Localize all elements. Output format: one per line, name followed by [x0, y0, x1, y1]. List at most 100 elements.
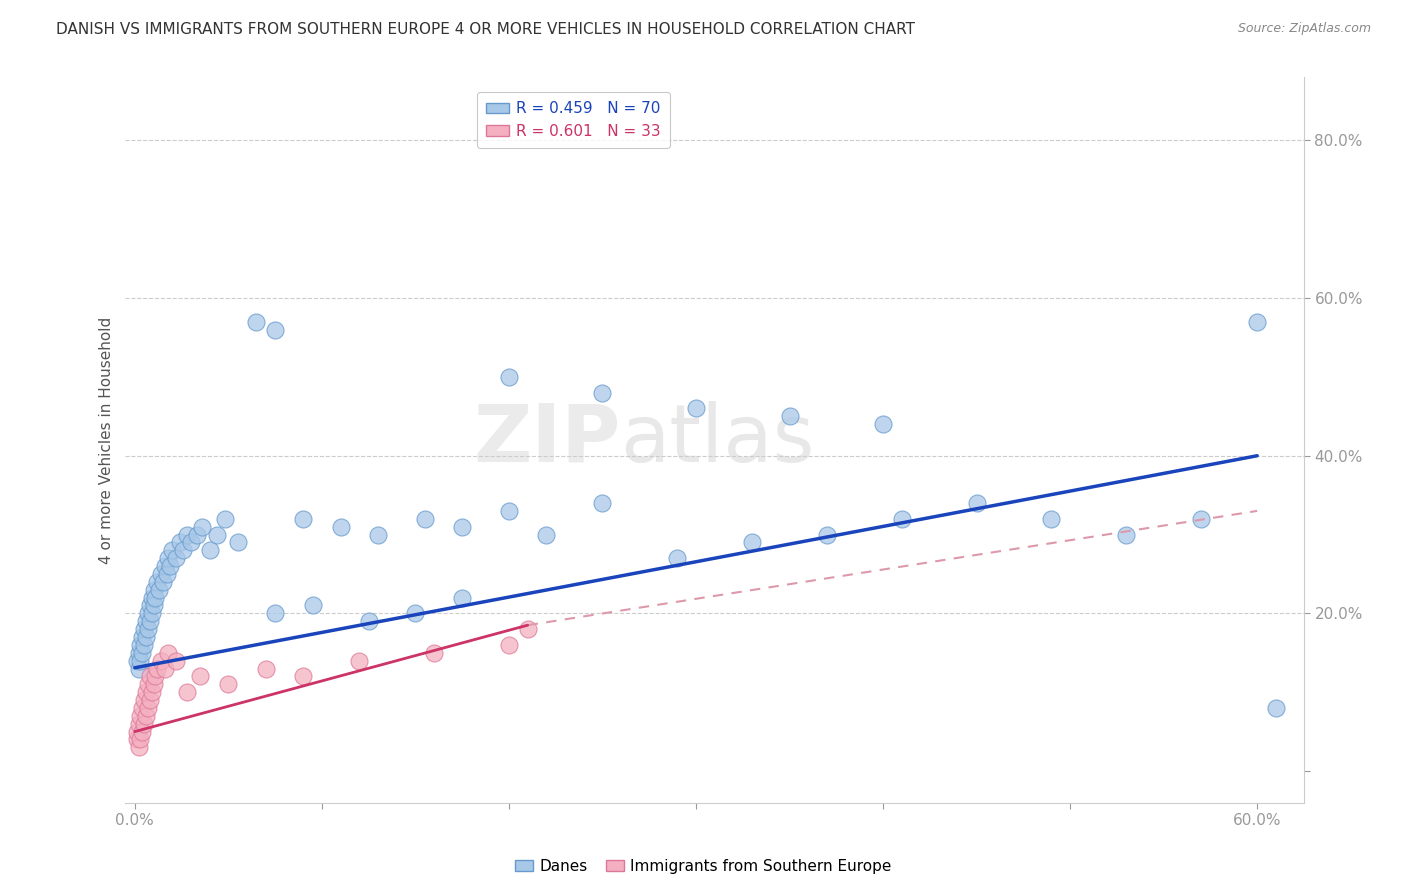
Point — [128, 716, 150, 731]
Text: Source: ZipAtlas.com: Source: ZipAtlas.com — [1237, 22, 1371, 36]
Point — [135, 685, 157, 699]
Point — [125, 724, 148, 739]
Point — [176, 527, 198, 541]
Point — [128, 646, 150, 660]
Point — [423, 646, 446, 660]
Point — [966, 496, 988, 510]
Point — [815, 527, 838, 541]
Point — [153, 559, 176, 574]
Point — [264, 323, 287, 337]
Point — [129, 654, 152, 668]
Point — [134, 622, 156, 636]
Point — [217, 677, 239, 691]
Point — [592, 385, 614, 400]
Point — [357, 614, 380, 628]
Point — [245, 315, 267, 329]
Point — [136, 701, 159, 715]
Point — [367, 527, 389, 541]
Point — [329, 519, 352, 533]
Point — [516, 622, 538, 636]
Point — [136, 677, 159, 691]
Point — [191, 519, 214, 533]
Point — [264, 607, 287, 621]
Point — [188, 669, 211, 683]
Point — [498, 504, 520, 518]
Point — [226, 535, 249, 549]
Text: atlas: atlas — [620, 401, 815, 479]
Point — [1264, 701, 1286, 715]
Point — [890, 512, 912, 526]
Point — [1040, 512, 1063, 526]
Point — [141, 685, 163, 699]
Point — [152, 574, 174, 589]
Point — [139, 693, 162, 707]
Point — [131, 630, 153, 644]
Point — [125, 732, 148, 747]
Point — [157, 551, 180, 566]
Point — [128, 661, 150, 675]
Point — [159, 559, 181, 574]
Point — [131, 646, 153, 660]
Point — [165, 551, 187, 566]
Point — [872, 417, 894, 432]
Point — [141, 591, 163, 605]
Point — [139, 599, 162, 613]
Point — [176, 685, 198, 699]
Point — [139, 669, 162, 683]
Point — [128, 740, 150, 755]
Point — [685, 401, 707, 416]
Point — [404, 607, 426, 621]
Point — [498, 370, 520, 384]
Point — [169, 535, 191, 549]
Text: DANISH VS IMMIGRANTS FROM SOUTHERN EUROPE 4 OR MORE VEHICLES IN HOUSEHOLD CORREL: DANISH VS IMMIGRANTS FROM SOUTHERN EUROP… — [56, 22, 915, 37]
Point — [198, 543, 221, 558]
Point — [141, 607, 163, 621]
Point — [162, 543, 184, 558]
Point — [180, 535, 202, 549]
Point — [146, 574, 169, 589]
Point — [125, 654, 148, 668]
Point — [134, 716, 156, 731]
Point — [451, 519, 474, 533]
Point — [150, 566, 173, 581]
Text: ZIP: ZIP — [474, 401, 620, 479]
Point — [136, 622, 159, 636]
Point — [1246, 315, 1268, 329]
Point — [536, 527, 558, 541]
Point — [139, 614, 162, 628]
Point — [666, 551, 689, 566]
Legend: R = 0.459   N = 70, R = 0.601   N = 33: R = 0.459 N = 70, R = 0.601 N = 33 — [477, 93, 671, 148]
Point — [131, 701, 153, 715]
Point — [186, 527, 208, 541]
Point — [134, 693, 156, 707]
Point — [349, 654, 371, 668]
Point — [451, 591, 474, 605]
Point — [150, 654, 173, 668]
Point — [146, 661, 169, 675]
Point — [498, 638, 520, 652]
Point — [165, 654, 187, 668]
Point — [129, 638, 152, 652]
Point — [214, 512, 236, 526]
Point — [142, 677, 165, 691]
Point — [148, 582, 170, 597]
Point — [301, 599, 323, 613]
Point — [129, 708, 152, 723]
Point — [1115, 527, 1137, 541]
Point — [292, 512, 315, 526]
Point — [779, 409, 801, 424]
Y-axis label: 4 or more Vehicles in Household: 4 or more Vehicles in Household — [100, 317, 114, 564]
Point — [135, 708, 157, 723]
Point — [145, 669, 167, 683]
Point — [157, 646, 180, 660]
Point — [292, 669, 315, 683]
Point — [129, 732, 152, 747]
Point — [1189, 512, 1212, 526]
Point — [741, 535, 763, 549]
Point — [135, 630, 157, 644]
Point — [142, 599, 165, 613]
Point — [413, 512, 436, 526]
Point — [172, 543, 194, 558]
Point — [592, 496, 614, 510]
Point — [142, 582, 165, 597]
